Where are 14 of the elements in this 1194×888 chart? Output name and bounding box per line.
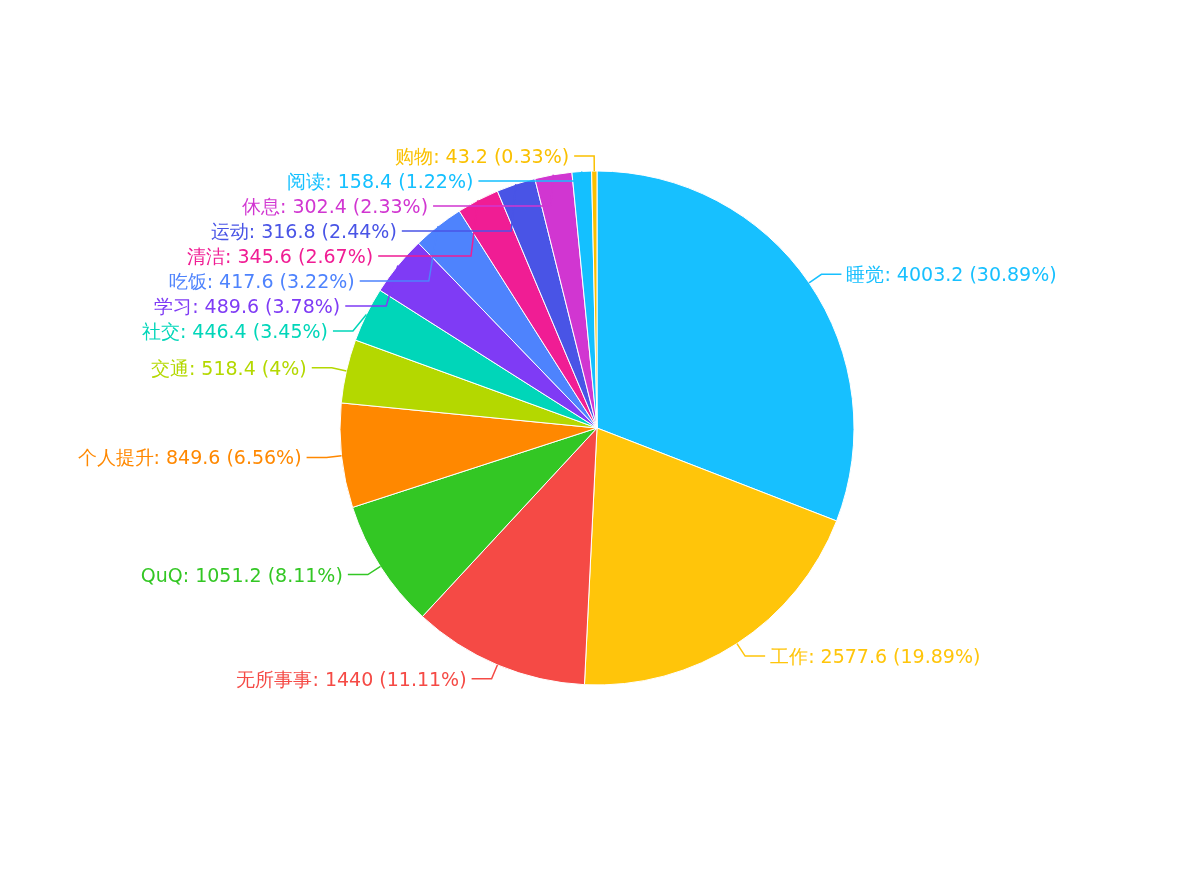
slice-label: 学习: 489.6 (3.78%) bbox=[154, 295, 341, 318]
slice-label: 吃饭: 417.6 (3.22%) bbox=[168, 270, 355, 293]
slice-label: 社交: 446.4 (3.45%) bbox=[141, 320, 328, 343]
slice-label: 交通: 518.4 (4%) bbox=[150, 356, 307, 379]
slice-label: 工作: 2577.6 (19.89%) bbox=[770, 645, 981, 668]
slice-label: 阅读: 158.4 (1.22%) bbox=[287, 170, 474, 193]
slice-label: 购物: 43.2 (0.33%) bbox=[395, 145, 570, 168]
slice-label: 无所事事: 1440 (11.11%) bbox=[236, 667, 467, 690]
slice-label: 休息: 302.4 (2.33%) bbox=[242, 195, 429, 218]
slice-label: 个人提升: 849.6 (6.56%) bbox=[77, 446, 302, 469]
slice-label: 运动: 316.8 (2.44%) bbox=[210, 220, 397, 243]
slice-label: 清洁: 345.6 (2.67%) bbox=[187, 245, 374, 268]
slice-label: 睡觉: 4003.2 (30.89%) bbox=[846, 263, 1057, 286]
slice-label: QuQ: 1051.2 (8.11%) bbox=[140, 563, 343, 586]
